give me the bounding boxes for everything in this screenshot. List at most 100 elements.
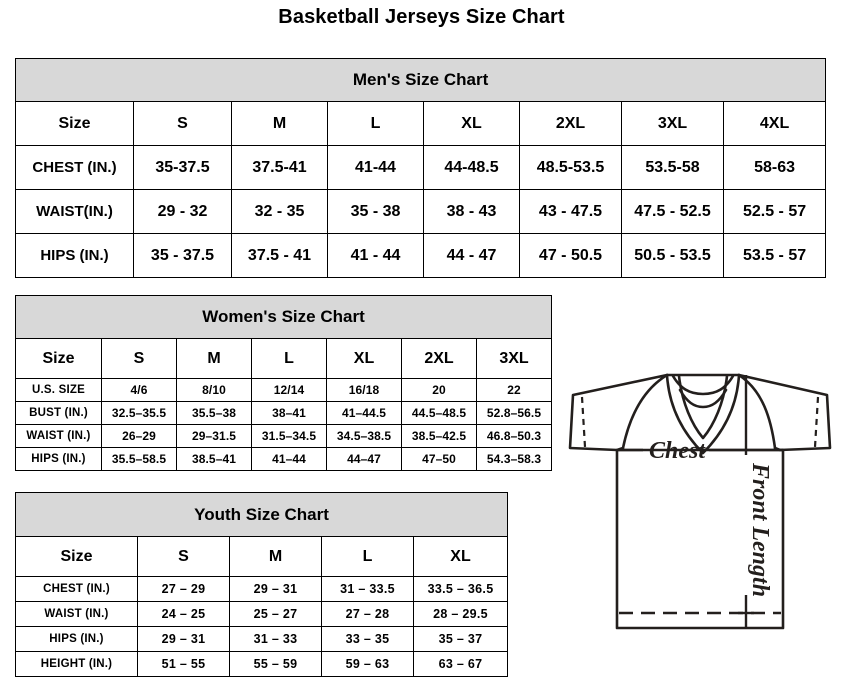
table-row: HIPS (IN.) 35 - 37.5 37.5 - 41 41 - 44 4…	[15, 233, 827, 278]
youth-waist-xl: 28 – 29.5	[412, 601, 509, 627]
right-armscye-curve	[737, 373, 777, 450]
table-row: HEIGHT (IN.) 51 – 55 55 – 59 59 – 63 63 …	[15, 651, 509, 677]
womens-ussize-l: 12/14	[251, 378, 327, 402]
womens-hips-l: 41–44	[251, 447, 327, 471]
womens-col-header-xl: XL	[326, 338, 402, 379]
youth-hips-m: 31 – 33	[229, 626, 322, 652]
table-row: U.S. SIZE 4/6 8/10 12/14 16/18 20 22	[15, 378, 553, 402]
womens-col-header-3xl: 3XL	[475, 338, 553, 379]
table-row: WAIST (IN.) 26–29 29–31.5 31.5–34.5 34.5…	[15, 424, 553, 448]
jersey-measurement-diagram: Chest Front Length	[537, 345, 843, 675]
table-row: WAIST(IN.) 29 - 32 32 - 35 35 - 38 38 - …	[15, 189, 827, 234]
jersey-illustration-svg: Chest Front Length	[568, 373, 832, 630]
mens-hips-l: 41 - 44	[327, 233, 424, 278]
youth-waist-m: 25 – 27	[229, 601, 322, 627]
mens-row-label-waist: WAIST(IN.)	[15, 189, 134, 234]
youth-chest-l: 31 – 33.5	[321, 576, 414, 602]
womens-ussize-xl: 16/18	[326, 378, 402, 402]
womens-ussize-3xl: 22	[475, 378, 553, 402]
mens-size-chart-table: Men's Size Chart Size S M L XL 2XL 3XL 4…	[14, 58, 827, 278]
youth-band-row: Youth Size Chart	[14, 492, 509, 537]
womens-waist-3xl: 46.8–50.3	[475, 424, 553, 448]
mens-row-label-chest: CHEST (IN.)	[15, 145, 134, 190]
collar-band-lower	[678, 388, 728, 409]
mens-chest-2xl: 48.5-53.5	[519, 145, 622, 190]
womens-ussize-m: 8/10	[176, 378, 252, 402]
womens-waist-2xl: 38.5–42.5	[401, 424, 477, 448]
front-length-measure-group	[738, 375, 754, 628]
youth-row-label-waist: WAIST (IN.)	[15, 601, 138, 627]
womens-header-row: Size S M L XL 2XL 3XL	[15, 338, 553, 379]
youth-col-header-xl: XL	[412, 536, 509, 577]
mens-band-title: Men's Size Chart	[14, 58, 827, 102]
youth-hips-s: 29 – 31	[137, 626, 230, 652]
front-length-label: Front Length	[747, 462, 773, 597]
womens-row-label-bust: BUST (IN.)	[15, 401, 102, 425]
youth-waist-l: 27 – 28	[321, 601, 414, 627]
womens-band-title: Women's Size Chart	[14, 295, 553, 339]
youth-band-title: Youth Size Chart	[14, 492, 509, 537]
womens-waist-xl: 34.5–38.5	[326, 424, 402, 448]
youth-chest-xl: 33.5 – 36.5	[412, 576, 509, 602]
chest-label: Chest	[649, 438, 706, 464]
mens-hips-m: 37.5 - 41	[231, 233, 328, 278]
mens-waist-4xl: 52.5 - 57	[722, 189, 827, 234]
mens-chest-xl: 44-48.5	[423, 145, 520, 190]
mens-hips-2xl: 47 - 50.5	[519, 233, 622, 278]
mens-waist-3xl: 47.5 - 52.5	[621, 189, 724, 234]
table-row: BUST (IN.) 32.5–35.5 35.5–38 38–41 41–44…	[15, 401, 553, 425]
womens-col-header-size: Size	[15, 338, 102, 379]
youth-col-header-l: L	[321, 536, 414, 577]
mens-hips-3xl: 50.5 - 53.5	[621, 233, 724, 278]
mens-waist-xl: 38 - 43	[423, 189, 520, 234]
youth-height-s: 51 – 55	[137, 651, 230, 677]
womens-hips-m: 38.5–41	[176, 447, 252, 471]
womens-bust-2xl: 44.5–48.5	[401, 401, 477, 425]
youth-row-label-hips: HIPS (IN.)	[15, 626, 138, 652]
womens-bust-m: 35.5–38	[176, 401, 252, 425]
jersey-outline-group	[568, 373, 832, 630]
womens-hips-3xl: 54.3–58.3	[475, 447, 553, 471]
left-armscye-curve	[621, 373, 669, 450]
mens-hips-4xl: 53.5 - 57	[722, 233, 827, 278]
mens-chest-s: 35-37.5	[133, 145, 232, 190]
mens-chest-4xl: 58-63	[722, 145, 827, 190]
youth-row-label-chest: CHEST (IN.)	[15, 576, 138, 602]
womens-row-label-waist: WAIST (IN.)	[15, 424, 102, 448]
youth-height-xl: 63 – 67	[412, 651, 509, 677]
youth-hips-l: 33 – 35	[321, 626, 414, 652]
womens-ussize-s: 4/6	[101, 378, 177, 402]
mens-col-header-l: L	[327, 101, 424, 146]
youth-chest-s: 27 – 29	[137, 576, 230, 602]
womens-size-chart-table: Women's Size Chart Size S M L XL 2XL 3XL…	[14, 295, 553, 471]
mens-chest-3xl: 53.5-58	[621, 145, 724, 190]
mens-waist-s: 29 - 32	[133, 189, 232, 234]
youth-col-header-size: Size	[15, 536, 138, 577]
mens-waist-m: 32 - 35	[231, 189, 328, 234]
womens-row-label-us-size: U.S. SIZE	[15, 378, 102, 402]
mens-col-header-size: Size	[15, 101, 134, 146]
womens-col-header-2xl: 2XL	[401, 338, 477, 379]
womens-waist-m: 29–31.5	[176, 424, 252, 448]
youth-waist-s: 24 – 25	[137, 601, 230, 627]
youth-table-body: Youth Size Chart Size S M L XL CHEST (IN…	[14, 492, 509, 677]
collar-outer-v	[665, 373, 741, 455]
womens-hips-2xl: 47–50	[401, 447, 477, 471]
youth-col-header-m: M	[229, 536, 322, 577]
womens-hips-xl: 44–47	[326, 447, 402, 471]
mens-waist-l: 35 - 38	[327, 189, 424, 234]
youth-height-m: 55 – 59	[229, 651, 322, 677]
youth-height-l: 59 – 63	[321, 651, 414, 677]
right-cuff-dashed-seam	[813, 396, 820, 448]
womens-hips-s: 35.5–58.5	[101, 447, 177, 471]
womens-table-body: Women's Size Chart Size S M L XL 2XL 3XL…	[14, 295, 553, 471]
youth-size-chart-table: Youth Size Chart Size S M L XL CHEST (IN…	[14, 492, 509, 677]
mens-col-header-m: M	[231, 101, 328, 146]
mens-col-header-3xl: 3XL	[621, 101, 724, 146]
mens-hips-s: 35 - 37.5	[133, 233, 232, 278]
mens-row-label-hips: HIPS (IN.)	[15, 233, 134, 278]
womens-col-header-l: L	[251, 338, 327, 379]
sleeve-cuff-seams-group	[580, 396, 820, 448]
mens-waist-2xl: 43 - 47.5	[519, 189, 622, 234]
